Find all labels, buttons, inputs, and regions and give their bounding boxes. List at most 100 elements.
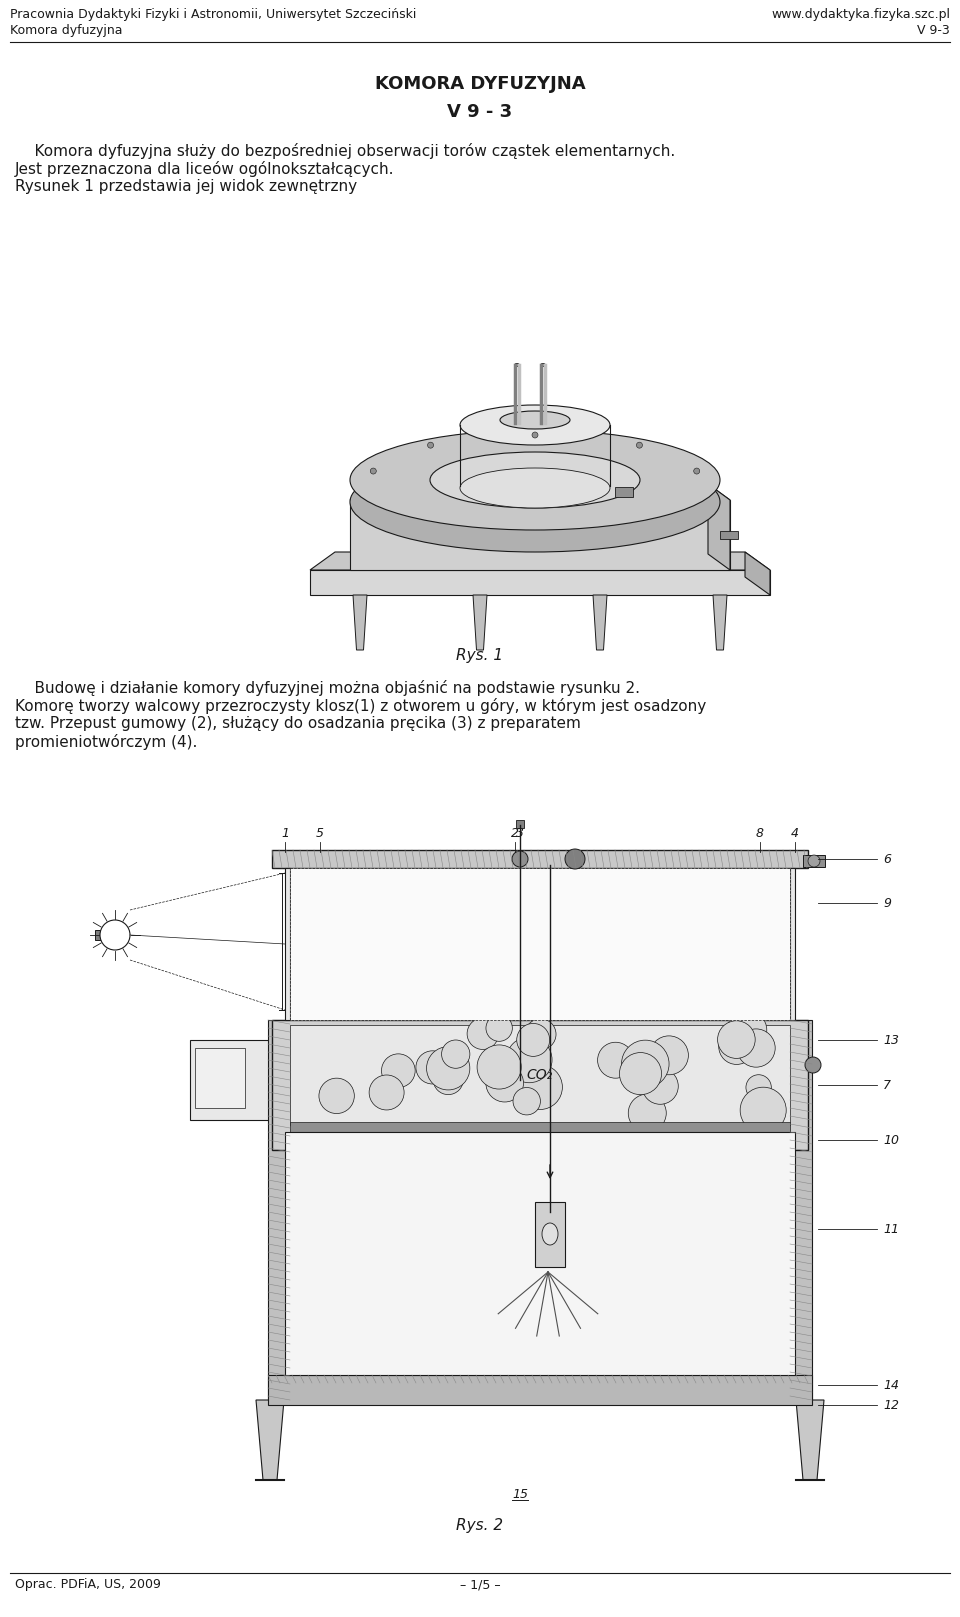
Circle shape [805,1058,821,1074]
Polygon shape [593,595,607,650]
Circle shape [737,1028,775,1067]
Polygon shape [473,595,487,650]
Circle shape [468,1019,498,1049]
Circle shape [694,467,700,474]
Text: Rysunek 1 przedstawia jej widok zewnętrzny: Rysunek 1 przedstawia jej widok zewnętrz… [15,179,357,194]
Bar [310,571,770,595]
Circle shape [516,1024,550,1056]
Text: Rys. 2: Rys. 2 [456,1518,504,1533]
Circle shape [506,1036,552,1083]
Bar [516,820,524,828]
Ellipse shape [460,467,610,508]
Text: V 9 - 3: V 9 - 3 [447,103,513,121]
Polygon shape [745,551,770,595]
Bar [290,1122,790,1132]
Text: CO₂: CO₂ [527,1067,553,1082]
Bar [290,1025,790,1125]
Polygon shape [796,1400,824,1480]
Ellipse shape [515,364,519,367]
Circle shape [619,1053,661,1095]
Circle shape [370,1075,404,1109]
Text: 5: 5 [316,826,324,839]
Text: 13: 13 [883,1033,899,1046]
Circle shape [426,1046,469,1090]
Bar [790,868,795,1020]
Text: www.dydaktyka.fizyka.szc.pl: www.dydaktyka.fizyka.szc.pl [771,8,950,21]
Circle shape [636,441,642,448]
Polygon shape [353,595,367,650]
Circle shape [740,1087,786,1134]
Circle shape [525,1019,556,1049]
Text: Budowę i działanie komory dyfuzyjnej można objaśnić na podstawie rysunku 2.: Budowę i działanie komory dyfuzyjnej moż… [15,681,640,695]
Circle shape [381,1054,415,1088]
Text: promieniotwórczym (4).: promieniotwórczym (4). [15,734,198,750]
Circle shape [442,1040,469,1069]
Text: 8: 8 [756,826,764,839]
Text: 1: 1 [281,826,289,839]
Circle shape [517,1064,563,1109]
Bar [720,530,738,538]
Ellipse shape [542,1222,558,1245]
Circle shape [642,1069,679,1104]
Circle shape [650,1036,688,1075]
Text: 10: 10 [883,1134,899,1146]
Circle shape [719,1028,755,1064]
Bar [272,1020,808,1150]
Text: 9: 9 [883,896,891,909]
Circle shape [371,467,376,474]
Polygon shape [708,483,730,571]
Bar [285,868,290,1020]
Text: Komora dyfuzyjna: Komora dyfuzyjna [10,24,123,37]
Circle shape [565,849,585,868]
Polygon shape [350,483,730,500]
Circle shape [319,1079,354,1114]
Circle shape [621,1040,669,1088]
Bar [190,1040,290,1121]
Ellipse shape [350,453,720,551]
Text: Pracownia Dydaktyki Fizyki i Astronomii, Uniwersytet Szczeciński: Pracownia Dydaktyki Fizyki i Astronomii,… [10,8,417,21]
Text: 14: 14 [883,1379,899,1392]
Bar [195,1048,245,1108]
Text: Oprac. PDFiA, US, 2009: Oprac. PDFiA, US, 2009 [15,1578,161,1591]
Text: 12: 12 [883,1399,899,1412]
Text: 2: 2 [511,826,519,839]
Circle shape [486,1015,513,1041]
Ellipse shape [540,364,545,367]
Text: Komorę tworzy walcowy przezroczysty klosz(1) z otworem u góry, w którym jest osa: Komorę tworzy walcowy przezroczysty klos… [15,699,707,715]
Circle shape [416,1051,449,1083]
Text: Rys. 1: Rys. 1 [456,648,504,663]
Bar [268,1020,290,1400]
Text: – 1/5 –: – 1/5 – [460,1578,500,1591]
Text: KOMORA DYFUZYJNA: KOMORA DYFUZYJNA [374,74,586,94]
Bar [268,1374,812,1405]
Polygon shape [256,1400,284,1480]
Circle shape [100,920,130,951]
Bar [535,1201,565,1268]
Polygon shape [713,595,727,650]
Bar [790,1020,812,1400]
Circle shape [746,1075,771,1100]
Text: 15: 15 [512,1488,528,1501]
Text: 6: 6 [883,852,891,865]
Circle shape [532,432,538,438]
Bar [95,930,107,939]
Circle shape [477,1045,521,1090]
Bar [350,500,730,571]
Circle shape [427,441,434,448]
Ellipse shape [460,404,610,445]
Text: tzw. Przepust gumowy (2), służący do osadzania pręcika (3) z preparatem: tzw. Przepust gumowy (2), służący do osa… [15,716,581,731]
Ellipse shape [430,453,640,508]
Ellipse shape [350,430,720,530]
Text: 7: 7 [883,1079,891,1091]
Circle shape [628,1095,666,1132]
Text: Komora dyfuzyjna służy do bezpośredniej obserwacji torów cząstek elementarnych.: Komora dyfuzyjna służy do bezpośredniej … [15,142,675,158]
Bar [803,855,825,867]
Bar [285,1132,795,1374]
Circle shape [433,1064,464,1095]
Ellipse shape [500,411,570,429]
Text: 4: 4 [791,826,799,839]
Circle shape [486,1064,523,1103]
Bar [272,851,808,868]
Text: V 9-3: V 9-3 [917,24,950,37]
Bar [290,868,790,1020]
